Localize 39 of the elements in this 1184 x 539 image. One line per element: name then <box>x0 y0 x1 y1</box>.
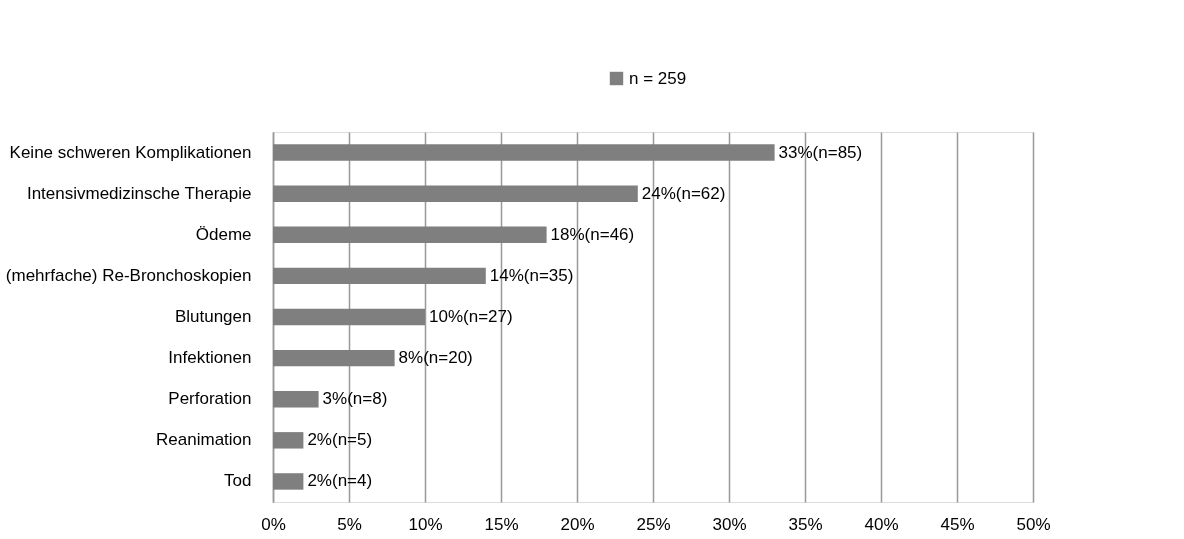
x-tick-label: 20% <box>560 514 595 534</box>
data-label: 10%(n=27) <box>429 307 513 326</box>
data-label: 2%(n=5) <box>307 430 373 450</box>
x-tick-label: 25% <box>636 514 671 534</box>
data-label: 8%(n=20) <box>398 348 473 368</box>
y-tick-label: Tod <box>224 471 252 491</box>
data-label: 18%(n=46) <box>550 224 635 244</box>
bar <box>273 144 775 161</box>
x-tick-label: 35% <box>788 514 823 534</box>
x-tick-label: 30% <box>712 514 747 534</box>
bar <box>273 432 304 449</box>
bar <box>273 185 638 202</box>
bar <box>273 349 395 367</box>
data-label: 33%(n=85) <box>778 142 863 162</box>
x-tick-label: 50% <box>1016 514 1051 534</box>
y-tick-label: Blutungen <box>174 307 252 326</box>
x-tick-label: 45% <box>940 514 975 534</box>
y-tick-label: Keine schweren Komplikationen <box>9 142 252 162</box>
data-label: 3%(n=8) <box>322 389 388 409</box>
x-tick-label: 0% <box>261 514 286 534</box>
x-tick-label: 5% <box>337 514 362 534</box>
y-tick-label: Reanimation <box>156 430 252 450</box>
data-label: 2%(n=4) <box>307 471 373 491</box>
y-tick-label: Ödeme <box>195 224 252 244</box>
bar <box>273 391 319 408</box>
bar <box>273 226 547 243</box>
y-tick-label: Intensivmedizinsche Therapie <box>26 183 252 203</box>
bar <box>273 267 486 285</box>
y-tick-label: Perforation <box>168 389 252 409</box>
y-tick-label: (mehrfache) Re-Bronchoskopien <box>5 265 252 285</box>
legend-label: n = 259 <box>629 68 687 88</box>
bar <box>273 473 304 490</box>
x-tick-label: 10% <box>408 514 443 534</box>
data-label: 14%(n=35) <box>489 265 574 285</box>
data-label: 24%(n=62) <box>641 183 726 203</box>
bar <box>273 308 425 326</box>
y-tick-label: Infektionen <box>168 348 252 368</box>
x-tick-label: 40% <box>864 514 899 534</box>
x-tick-label: 15% <box>484 514 519 534</box>
